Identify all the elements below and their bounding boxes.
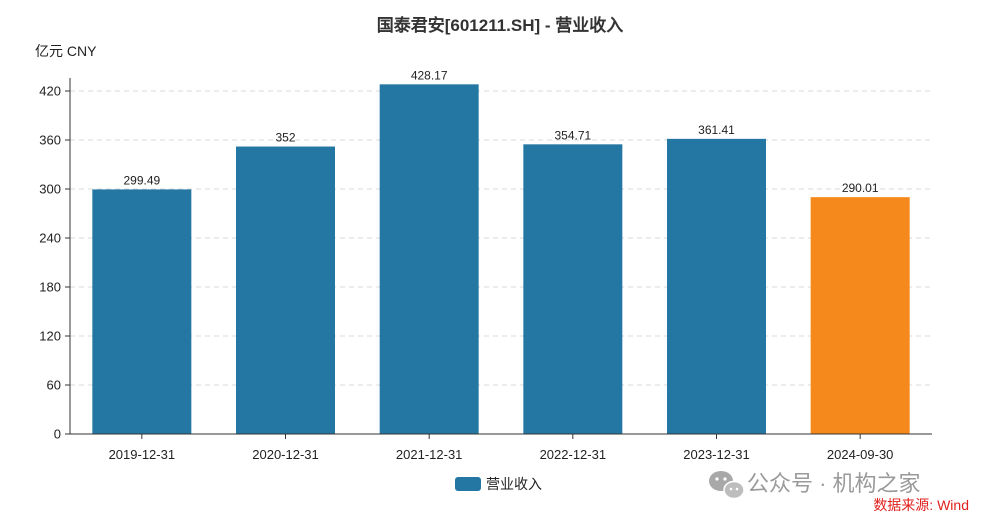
y-tick-label: 120 [39, 329, 61, 344]
y-tick-label: 240 [39, 231, 61, 246]
data-label: 290.01 [842, 181, 879, 195]
data-label: 354.71 [554, 128, 591, 142]
chart-title: 国泰君安[601211.SH] - 营业收入 [377, 15, 624, 35]
wechat-watermark: 公众号 · 机构之家 [709, 471, 921, 500]
bar-2020-12-31 [236, 146, 335, 435]
y-tick-label: 420 [39, 84, 61, 99]
legend: 营业收入 [455, 476, 542, 492]
x-tick-label: 2022-12-31 [540, 447, 607, 462]
x-tick-label: 2024-09-30 [827, 447, 894, 462]
x-tick-label: 2019-12-31 [109, 447, 176, 462]
data-label: 352 [275, 131, 295, 145]
x-tick-label: 2021-12-31 [396, 447, 463, 462]
gridlines [70, 90, 932, 386]
y-tick-label: 0 [54, 427, 61, 442]
bar-2019-12-31 [92, 189, 192, 434]
wechat-icon [709, 471, 745, 500]
bar-2023-12-31 [667, 138, 766, 434]
data-label: 428.17 [411, 68, 448, 82]
data-source-label: 数据来源: Wind [873, 497, 969, 513]
y-tick-label: 180 [39, 280, 61, 295]
legend-label: 营业收入 [486, 476, 542, 492]
y-tick-label: 300 [39, 182, 61, 197]
x-tick-label: 2023-12-31 [683, 447, 750, 462]
bar-2024-09-30 [810, 197, 910, 434]
y-tick-label: 360 [39, 133, 61, 148]
legend-swatch [455, 477, 481, 491]
x-tick-label: 2020-12-31 [252, 447, 319, 462]
y-tick-label: 60 [47, 378, 61, 393]
axes: 0 60 120 180 240 300 360 420 2019-12-31 2020-12-3… [39, 78, 932, 462]
watermark-text: 公众号 · 机构之家 [747, 471, 921, 496]
bar-2022-12-31 [523, 144, 623, 434]
data-label: 299.49 [123, 173, 160, 187]
y-axis-unit-label: 亿元 CNY [35, 43, 97, 59]
bars [92, 84, 910, 435]
data-labels: 299.49 352 428.17 354.71 361.41 290.01 [123, 68, 878, 195]
bar-2021-12-31 [379, 84, 479, 435]
data-label: 361.41 [698, 123, 735, 137]
